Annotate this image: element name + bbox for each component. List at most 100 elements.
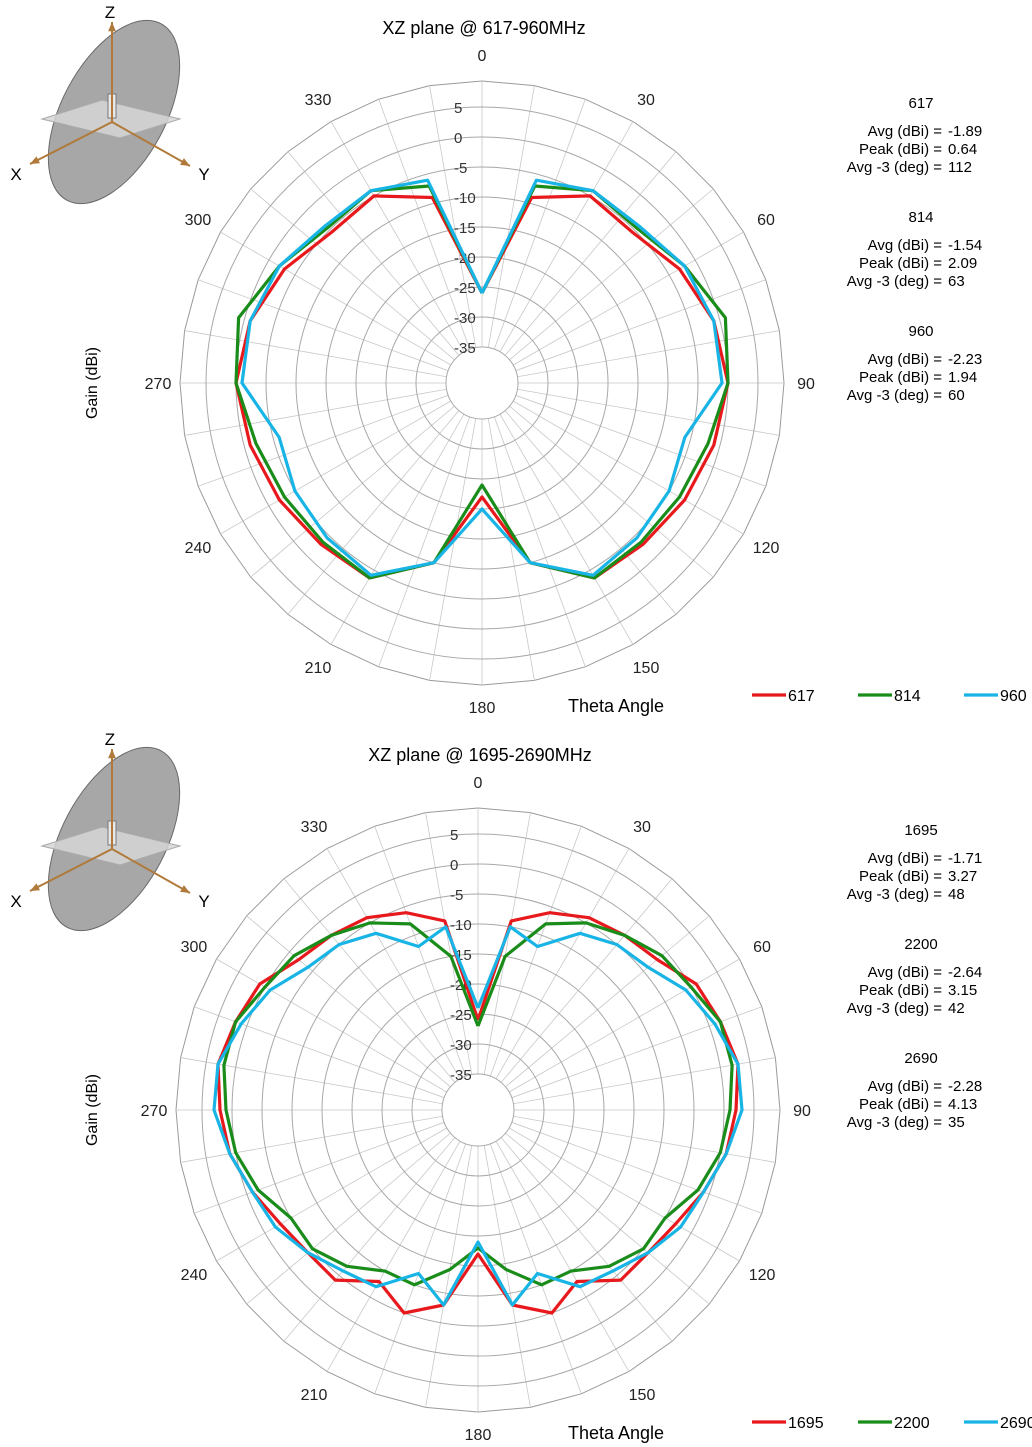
angular-gridline (378, 99, 471, 350)
angle-tick-label: 90 (793, 1103, 811, 1120)
coordinate-system-icon: Z X Y (10, 730, 210, 932)
angular-gridline (483, 812, 531, 1075)
radial-tick-label: -10 (454, 190, 476, 207)
stats-block-2690: 2690 Avg (dBi) = -2.28 Peak (dBi) = 4.13 Avg … (847, 1050, 982, 1131)
radial-tick-label: -15 (454, 220, 476, 237)
angular-gridline (517, 330, 780, 378)
angular-gridline (374, 826, 467, 1077)
stats-label: Avg -3 (deg) = (847, 273, 942, 290)
angular-gridline (515, 279, 766, 372)
stats-label: Peak (dBi) = (859, 255, 942, 272)
angular-gridline (499, 121, 634, 353)
angle-tick-label: 60 (757, 212, 775, 229)
angular-gridline (250, 405, 455, 578)
angular-gridline (505, 915, 710, 1088)
angular-gridline (512, 400, 744, 535)
stats-label: Avg (dBi) = (868, 237, 943, 254)
angular-gridline (246, 1132, 451, 1305)
y-axis-arrow-icon-head (180, 885, 190, 893)
radial-tick-label: 5 (450, 827, 458, 844)
series-line-2200 (222, 921, 734, 1287)
radial-tick-label: -35 (454, 340, 476, 357)
angular-gridline (287, 410, 460, 615)
angle-tick-label: 180 (465, 1427, 492, 1444)
stats-value: 35 (948, 1114, 965, 1131)
angular-gridline (489, 826, 582, 1077)
radial-gridline (205, 106, 759, 660)
angle-tick-label: 330 (305, 92, 332, 109)
radial-gridline (265, 166, 699, 600)
angular-gridline (326, 1140, 461, 1372)
chart-xz-617-960: 50-5-10-15-20-25-30-35030609012015018021… (10, 3, 1026, 717)
angle-tick-label: 0 (478, 48, 487, 65)
angular-gridline (489, 1143, 582, 1394)
angular-gridline (374, 1143, 467, 1394)
stats-value: 0.64 (948, 141, 977, 158)
legend-label-1695: 1695 (788, 1415, 824, 1432)
angular-gridline (511, 1006, 762, 1099)
radial-tick-label: 5 (454, 100, 462, 117)
radial-gridline (201, 833, 755, 1387)
angle-tick-label: 300 (185, 212, 212, 229)
stats-label: Avg (dBi) = (868, 351, 943, 368)
stats-label: Avg (dBi) = (868, 1078, 943, 1095)
angular-gridline (194, 1121, 445, 1214)
series-line-960 (240, 178, 724, 577)
z-axis-arrow-icon-head (108, 749, 116, 759)
stats-value: -2.23 (948, 351, 982, 368)
angle-tick-label: 90 (797, 376, 815, 393)
radial-gridline (415, 316, 549, 450)
angle-axis-title: Theta Angle (568, 1423, 664, 1443)
radial-gridline (231, 863, 725, 1357)
stats-value: -2.28 (948, 1078, 982, 1095)
stats-label: Peak (dBi) = (859, 982, 942, 999)
stats-block-617: 617 Avg (dBi) = -1.89 Peak (dBi) = 0.64 Avg -… (847, 95, 982, 176)
radial-tick-label: -30 (450, 1037, 472, 1054)
stats-label: Avg -3 (deg) = (847, 387, 942, 404)
angle-tick-label: 120 (753, 540, 780, 557)
radial-gridline (445, 346, 519, 420)
y-axis-arrow-icon (111, 848, 191, 894)
angular-gridline (504, 410, 677, 615)
stats-value: 48 (948, 886, 965, 903)
stats-frequency: 960 (908, 323, 933, 340)
stats-label: Peak (dBi) = (859, 141, 942, 158)
angle-tick-label: 240 (181, 1267, 208, 1284)
angle-tick-label: 240 (185, 540, 212, 557)
angle-tick-label: 300 (181, 939, 208, 956)
angular-gridline (180, 1115, 443, 1163)
stats-value: -1.71 (948, 850, 982, 867)
z-axis-label: Z (105, 730, 115, 749)
z-axis-arrow-icon-head (108, 22, 116, 32)
stats-value: 2.09 (948, 255, 977, 272)
radial-gridline (351, 983, 605, 1237)
radial-gridline (385, 286, 579, 480)
angular-gridline (500, 878, 673, 1083)
angular-gridline (483, 1145, 531, 1408)
x-axis-arrow-icon-head (30, 883, 40, 891)
angular-gridline (499, 413, 634, 645)
stats-frequency: 617 (908, 95, 933, 112)
coordinate-system-icon: Z X Y (10, 3, 210, 205)
angular-gridline (493, 416, 586, 667)
chart-title: XZ plane @ 1695-2690MHz (368, 745, 591, 765)
radial-axis-title: Gain (dBi) (84, 347, 101, 419)
stats-label: Peak (dBi) = (859, 868, 942, 885)
radial-tick-label: -25 (454, 280, 476, 297)
stats-frequency: 2200 (904, 936, 937, 953)
angle-tick-label: 330 (301, 819, 328, 836)
radial-axis-title: Gain (dBi) (84, 1074, 101, 1146)
legend-label-617: 617 (788, 688, 815, 705)
y-axis-label: Y (198, 892, 209, 911)
angular-gridline (509, 405, 714, 578)
angular-gridline (513, 1115, 776, 1163)
angle-tick-label: 150 (629, 1387, 656, 1404)
angle-tick-label: 30 (637, 92, 655, 109)
angular-gridline (246, 915, 451, 1088)
stats-label: Avg -3 (deg) = (847, 1114, 942, 1131)
angle-tick-label: 0 (474, 775, 483, 792)
angular-gridline (425, 1145, 473, 1408)
angular-gridline (517, 388, 780, 436)
angle-tick-label: 120 (749, 1267, 776, 1284)
